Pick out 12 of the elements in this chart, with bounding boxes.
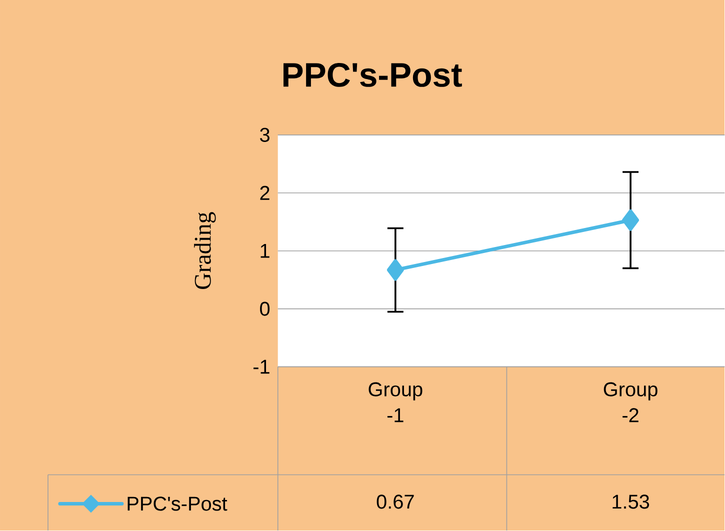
x-tick-label: Group -1: [368, 382, 422, 422]
data-label: 1.53: [612, 494, 650, 509]
x-tick-label: Group -2: [604, 382, 658, 422]
legend-label: PPC's-Post: [128, 496, 228, 511]
y-tick-label: 3: [260, 128, 270, 142]
y-tick-label: 1: [260, 244, 270, 258]
y-tick-label: 0: [260, 302, 270, 316]
data-label: 0.67: [376, 494, 414, 509]
y-tick-label: -1: [254, 360, 270, 374]
y-tick-label: 2: [260, 186, 270, 200]
y-axis-title: Grading: [194, 212, 216, 290]
chart-title: PPC's-Post: [284, 63, 462, 88]
